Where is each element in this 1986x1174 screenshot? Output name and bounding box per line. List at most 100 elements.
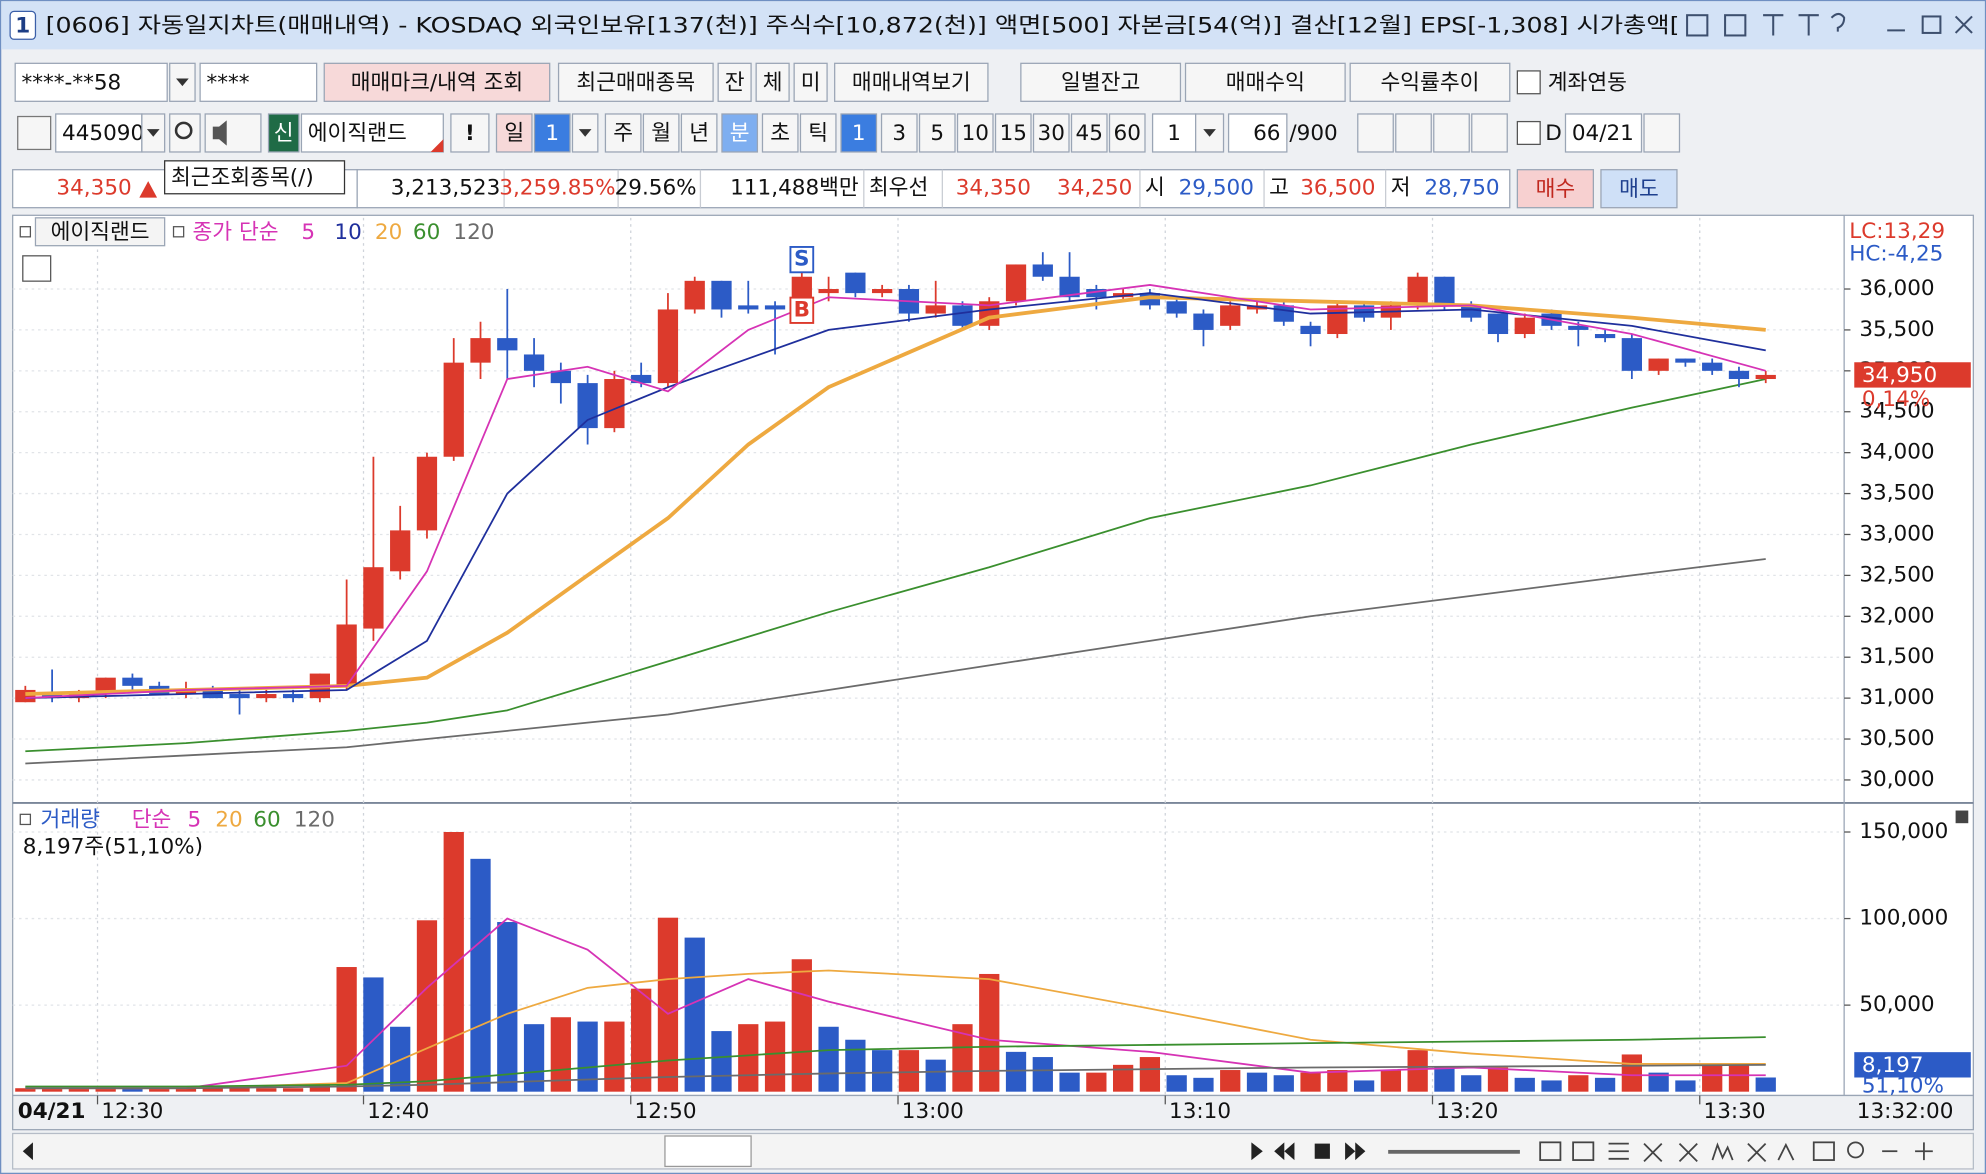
button[interactable] [1184,62,1346,102]
period-tab[interactable] [642,113,680,153]
sell-button[interactable] [1600,169,1678,209]
minute-button[interactable] [1070,113,1108,153]
volume-bar [1675,1080,1696,1092]
icon[interactable] [1724,14,1747,37]
chart-tool[interactable] [22,255,52,282]
icon[interactable] [1747,1142,1767,1162]
minute-button[interactable] [918,113,956,153]
button[interactable] [755,62,790,102]
volume-bar [1005,1051,1027,1092]
close[interactable] [1954,15,1973,34]
lc-label: LC:13,29 [1849,219,1945,244]
zoom[interactable] [1847,1141,1865,1159]
calendar-button[interactable] [1643,113,1681,153]
zoom-in[interactable] [1915,1142,1933,1161]
icon[interactable] [1572,1141,1595,1161]
checkbox[interactable] [1516,120,1541,146]
icon[interactable] [1608,1142,1629,1160]
volume-bar [1086,1072,1107,1092]
dropdown-arrow [1203,129,1216,137]
tool-button[interactable] [1357,113,1394,153]
hc-label: HC:-4,25 [1849,242,1943,267]
icon[interactable] [1711,1142,1734,1161]
scrollbar[interactable] [12,1132,1974,1170]
play[interactable] [1251,1142,1263,1161]
button[interactable] [557,62,714,102]
y-tick-label: 36,000 [1859,276,1934,301]
button-text: 최근매매종목 [576,71,695,96]
time-label: 12:50 [635,1099,697,1124]
tool-button[interactable] [1433,113,1470,153]
candle-body [577,383,598,429]
button[interactable] [793,62,828,102]
icon[interactable] [1686,14,1709,37]
button-text: 매매수익 [1226,71,1305,96]
period-button[interactable] [495,113,533,153]
button[interactable] [323,62,551,102]
period-tab[interactable] [604,113,642,153]
minute-button[interactable] [880,113,918,153]
button[interactable] [1349,62,1511,102]
buy-button[interactable] [1516,169,1594,209]
count-select[interactable] [1151,113,1197,153]
icon[interactable] [1777,1142,1795,1161]
period-tab[interactable] [680,113,718,153]
volume-expand[interactable] [1955,810,1969,824]
last-volume-ratio: 51,10% [1862,1073,1944,1098]
date-input[interactable] [1564,113,1643,153]
minute-button[interactable] [994,113,1032,153]
y-tick-label: 31,000 [1859,685,1934,710]
layout-icon[interactable] [17,115,52,151]
dropdown[interactable] [169,62,196,102]
count-input[interactable] [1227,113,1288,153]
code-input[interactable] [55,113,143,153]
minute-button[interactable] [956,113,994,153]
period-tab[interactable] [799,113,837,153]
icon[interactable] [1830,12,1846,32]
volume-bar [95,1087,116,1092]
forward[interactable] [1345,1142,1366,1161]
tool-icons [1539,1141,1933,1162]
minute-button[interactable] [1108,113,1146,153]
ma-line [25,378,1766,753]
icon[interactable] [1763,14,1784,36]
dropdown[interactable] [1195,113,1225,153]
period-tab[interactable] [721,113,759,153]
rewind[interactable] [1274,1142,1295,1161]
volume-legend-label: 단순 [132,808,172,833]
button[interactable] [717,62,752,102]
name-input[interactable] [300,113,444,153]
stop[interactable] [1314,1143,1330,1159]
search-button[interactable] [169,113,201,153]
volume-bar [1434,1067,1455,1092]
button[interactable] [1020,62,1182,102]
volume-bar [1514,1077,1535,1092]
alert-button[interactable] [450,113,490,153]
candle-body [1220,305,1241,326]
candle-body [1059,276,1080,298]
tool-button[interactable] [1395,113,1432,153]
icon[interactable] [1678,1142,1698,1162]
scroll-thumb[interactable] [664,1135,752,1168]
speed-slider[interactable] [1388,1149,1520,1154]
icon[interactable] [1798,14,1819,36]
y-tick-label: 33,000 [1859,521,1934,546]
minute-button[interactable] [1032,113,1070,153]
volume-bar [443,832,464,1092]
account-input[interactable] [14,62,168,102]
icon[interactable] [1643,1142,1663,1162]
tool-button[interactable] [1471,113,1508,153]
checkbox[interactable] [1516,70,1541,95]
maximize[interactable] [1921,15,1942,34]
scroll-left[interactable] [22,1142,33,1161]
button[interactable] [834,62,989,102]
password-input[interactable] [199,62,318,102]
volume-bar [1380,1070,1402,1092]
period-tab[interactable] [761,113,799,153]
icon[interactable] [1812,1141,1835,1161]
interval-input[interactable] [533,113,571,153]
icon[interactable] [1539,1141,1562,1161]
window-title: [0606] 자동일지차트(매매내역) - KOSDAQ 외국인보유[137(천… [46,14,1680,39]
minute-button[interactable] [840,113,878,153]
current-price: 34,950 [1862,363,1937,388]
